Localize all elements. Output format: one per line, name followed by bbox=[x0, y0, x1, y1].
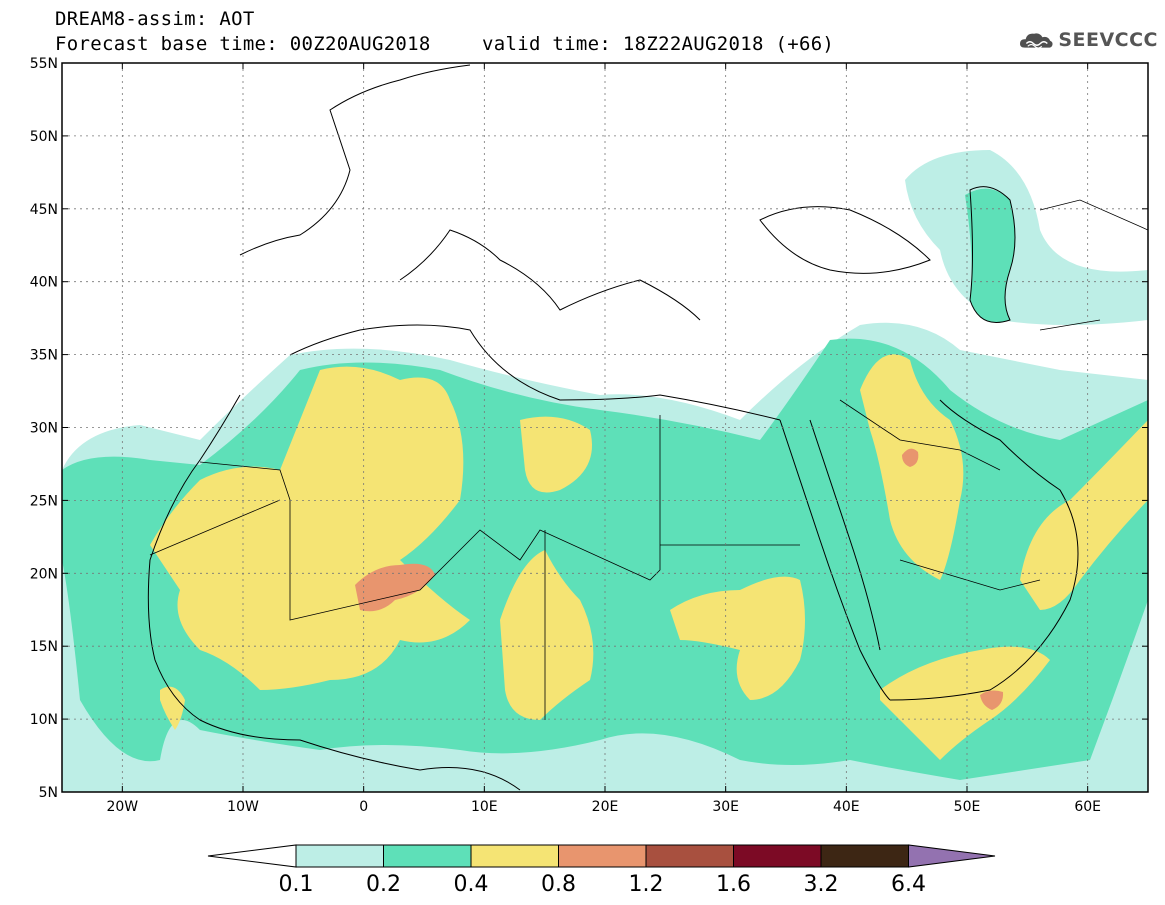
lon-tick-label: 10W bbox=[227, 799, 259, 815]
coastline-caspian bbox=[969, 186, 1016, 323]
lon-tick-label: 10E bbox=[471, 799, 498, 815]
lon-tick-label: 20W bbox=[106, 799, 138, 815]
border-central-asia bbox=[1039, 199, 1148, 331]
lon-tick-label: 30E bbox=[712, 799, 739, 815]
border-sahara bbox=[199, 415, 661, 621]
forecast-base-time: Forecast base time: 00Z20AUG2018 bbox=[55, 33, 431, 55]
colorbar-box bbox=[733, 844, 822, 868]
colorbar-label: 0.1 bbox=[279, 872, 314, 897]
colorbar-label: 0.4 bbox=[454, 872, 489, 897]
aot-contour-0.8-yemen bbox=[980, 690, 1004, 710]
lat-tick-label: 20N bbox=[30, 566, 58, 582]
lat-tick-label: 25N bbox=[30, 493, 58, 509]
lon-axis: 20W 10W 0 10E 20E 30E 40E 50E 60E bbox=[106, 63, 1101, 815]
colorbar: 0.1 0.2 0.4 0.8 1.2 1.6 3.2 6.4 bbox=[207, 844, 996, 897]
colorbar-label: 1.6 bbox=[716, 872, 751, 897]
map-title: DREAM8-assim: AOT bbox=[55, 8, 255, 30]
coastline-red-sea bbox=[779, 419, 891, 701]
lat-tick-label: 50N bbox=[30, 129, 58, 145]
aot-contour-0.4-oman bbox=[1020, 420, 1148, 610]
border-arabia bbox=[839, 399, 1041, 591]
lon-tick-label: 50E bbox=[954, 799, 981, 815]
colorbar-label: 3.2 bbox=[804, 872, 839, 897]
gridlines bbox=[62, 63, 1148, 792]
border-east-sahara bbox=[149, 499, 800, 720]
lat-tick-label: 35N bbox=[30, 348, 58, 364]
coastline-west-africa bbox=[147, 394, 521, 791]
aot-contour-0.1-caspian bbox=[905, 150, 1148, 325]
lat-tick-label: 40N bbox=[30, 275, 58, 291]
colorbar-box bbox=[558, 844, 647, 868]
coastline-europe bbox=[239, 64, 701, 321]
logo-text: SEEVCCC bbox=[1058, 29, 1158, 51]
lat-tick-label: 15N bbox=[30, 639, 58, 655]
aot-contour-0.4-chad bbox=[500, 550, 594, 720]
aot-contour-0.4-sudan bbox=[670, 576, 805, 700]
colorbar-box bbox=[470, 844, 559, 868]
colorbar-label: 0.8 bbox=[541, 872, 576, 897]
colorbar-box bbox=[295, 844, 384, 868]
aot-contour-0.8-iraq bbox=[902, 448, 919, 467]
aot-contour-0.2-caspian bbox=[965, 188, 1015, 323]
cloud-icon bbox=[1020, 33, 1053, 49]
colorbar-label: 0.2 bbox=[366, 872, 401, 897]
colorbar-arrow-low bbox=[207, 844, 297, 868]
lat-axis: 55N 50N 45N 40N 35N 30N 25N 20N 15N 10N 5N bbox=[30, 56, 1148, 801]
lon-tick-label: 20E bbox=[592, 799, 619, 815]
colorbar-label: 6.4 bbox=[891, 872, 926, 897]
colorbar-label: 1.2 bbox=[629, 872, 664, 897]
aot-contour-0.4-senegal bbox=[160, 686, 185, 730]
coastline-arabia bbox=[889, 399, 1079, 701]
lat-tick-label: 30N bbox=[30, 421, 58, 437]
country-borders bbox=[149, 199, 1148, 720]
coastline-black-sea bbox=[759, 206, 931, 274]
aot-contour-0.4-sahara-west bbox=[150, 366, 470, 690]
colorbar-arrow-high bbox=[908, 844, 996, 868]
seevccc-logo: SEEVCCC bbox=[1018, 22, 1158, 58]
lat-tick-label: 10N bbox=[30, 712, 58, 728]
aot-contour-0.8-mali bbox=[355, 563, 435, 612]
lon-tick-label: 0 bbox=[359, 799, 368, 815]
coastlines bbox=[147, 64, 1079, 791]
colorbar-box bbox=[820, 844, 909, 868]
coastline-north-africa bbox=[289, 324, 781, 421]
lat-tick-label: 55N bbox=[30, 56, 58, 72]
colorbar-box bbox=[645, 844, 734, 868]
colorbar-box bbox=[383, 844, 472, 868]
valid-time: valid time: 18Z22AUG2018 (+66) bbox=[482, 33, 835, 55]
aot-contour-0.4-arabia bbox=[860, 354, 964, 580]
aot-contour-0.4-yemen bbox=[880, 646, 1050, 760]
aot-contour-0.4-sahara-central bbox=[520, 416, 592, 493]
lat-tick-label: 5N bbox=[39, 785, 58, 801]
lon-tick-label: 40E bbox=[833, 799, 860, 815]
lon-tick-label: 60E bbox=[1074, 799, 1101, 815]
lat-tick-label: 45N bbox=[30, 202, 58, 218]
